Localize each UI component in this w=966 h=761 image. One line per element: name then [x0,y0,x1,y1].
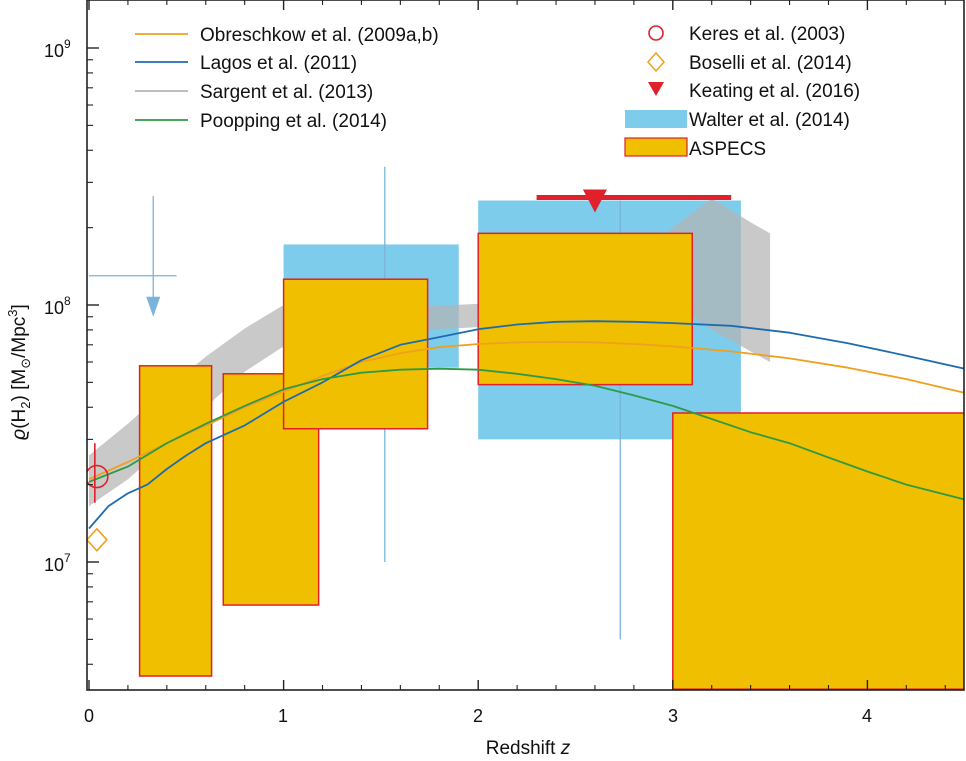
legend-label-keres: Keres et al. (2003) [689,24,845,45]
x-tick-label: 1 [278,706,288,726]
legend-right: Keres et al. (2003) Boselli et al. (2014… [624,24,860,160]
x-tick-label: 4 [862,706,872,726]
aspecs-box [138,365,213,677]
y-axis-title: ϱ(H2) [M⊙/Mpc3] [5,304,33,440]
legend-label-sargent: Sargent et al. (2013) [200,82,373,103]
x-tick-label: 0 [84,706,94,726]
y-tick-label: 107 [44,551,71,575]
legend-label-aspecs: ASPECS [689,139,766,160]
legend-label-boselli: Boselli et al. (2014) [689,53,852,74]
x-tick-labels: 0 1 2 3 4 [84,706,872,726]
axis-ticks [87,0,946,690]
aspecs-box [672,412,964,690]
lagos-line [88,320,964,530]
aspecs-boxes [138,232,964,690]
walter-upper-limit-arrow [146,296,161,317]
legend-swatch-aspecs [624,137,688,157]
x-axis-title: Redshift z [486,738,571,759]
legend-left: Obreschkow et al. (2009a,b) Lagos et al.… [135,25,439,132]
legend-label-keating: Keating et al. (2016) [689,81,860,102]
data-points [87,189,732,552]
legend-label-walter: Walter et al. (2014) [689,110,850,131]
y-tick-label: 108 [44,294,71,318]
legend-swatch-keating [648,82,664,96]
x-tick-label: 3 [668,706,678,726]
obreschkow-line [88,341,964,481]
x-tick-label: 2 [473,706,483,726]
y-tick-label: 109 [44,37,71,61]
y-tick-labels: 107 108 109 [44,37,71,575]
legend-swatch-boselli [646,51,666,73]
legend-label-popping: Poopping et al. (2014) [200,111,387,132]
model-lines [88,320,964,530]
keating-marker [582,189,607,213]
aspecs-box [282,278,429,430]
legend-label-lagos: Lagos et al. (2011) [200,53,357,74]
aspecs-box [477,232,694,386]
legend-swatch-walter [625,110,687,128]
legend-swatch-keres [648,25,664,41]
legend-label-obreschkow: Obreschkow et al. (2009a,b) [200,25,439,46]
boselli-point [87,527,108,552]
popping-line [88,367,964,501]
keres-point [87,464,109,489]
